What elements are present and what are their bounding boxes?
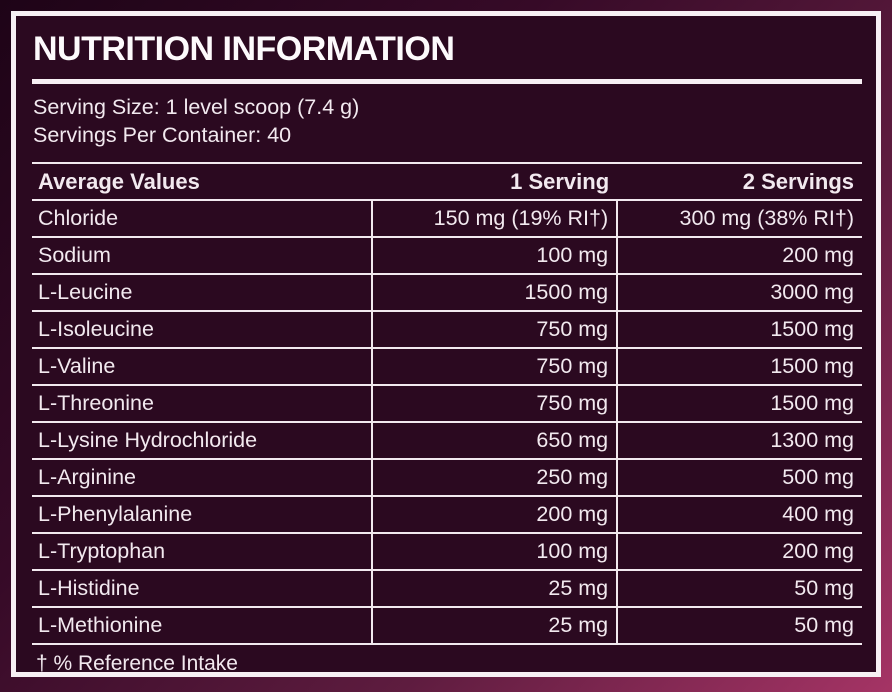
serving-1-value: 25 mg — [371, 570, 618, 608]
servings-per-container-text: Servings Per Container: 40 — [33, 122, 292, 147]
nutrient-name: L-Arginine — [32, 459, 373, 497]
serving-2-value: 400 mg — [616, 496, 862, 534]
table-row: Chloride 150 mg (19% RI†) 300 mg (38% RI… — [32, 200, 862, 238]
serving-2-value: 1300 mg — [616, 422, 862, 460]
serving-2-value: 200 mg — [616, 237, 862, 275]
nutrient-name: L-Phenylalanine — [32, 496, 373, 534]
serving-1-value: 25 mg — [371, 607, 618, 645]
table-row: L-Methionine 25 mg 50 mg — [32, 607, 862, 645]
serving-1-value: 100 mg — [371, 533, 618, 571]
title-divider — [32, 79, 862, 84]
reference-intake-footnote: † % Reference Intake — [36, 652, 238, 675]
nutrient-name: Chloride — [32, 200, 373, 238]
column-header-1-serving: 1 Serving — [372, 162, 618, 201]
serving-2-value: 200 mg — [616, 533, 862, 571]
column-header-average-values: Average Values — [32, 162, 373, 201]
serving-2-value: 50 mg — [616, 607, 862, 645]
serving-1-value: 100 mg — [371, 237, 618, 275]
serving-2-value: 300 mg (38% RI†) — [616, 200, 862, 238]
serving-1-value: 250 mg — [371, 459, 618, 497]
nutrition-table: Average Values 1 Serving 2 Servings Chlo… — [32, 162, 862, 645]
table-header-row: Average Values 1 Serving 2 Servings — [32, 162, 862, 201]
table-row: Sodium 100 mg 200 mg — [32, 237, 862, 275]
serving-2-value: 1500 mg — [616, 311, 862, 349]
serving-1-value: 750 mg — [371, 311, 618, 349]
serving-2-value: 50 mg — [616, 570, 862, 608]
serving-1-value: 750 mg — [371, 385, 618, 423]
nutrient-name: L-Isoleucine — [32, 311, 373, 349]
serving-size-text: Serving Size: 1 level scoop (7.4 g) — [33, 95, 360, 119]
table-row: L-Tryptophan 100 mg 200 mg — [32, 533, 862, 571]
serving-1-value: 1500 mg — [371, 274, 618, 312]
nutrient-name: L-Histidine — [32, 570, 373, 608]
table-row: L-Leucine 1500 mg 3000 mg — [32, 274, 862, 312]
nutrient-name: L-Tryptophan — [32, 533, 373, 571]
nutrient-name: Sodium — [32, 237, 373, 275]
serving-1-value: 150 mg (19% RI†) — [371, 200, 618, 238]
serving-2-value: 500 mg — [616, 459, 862, 497]
table-row: L-Threonine 750 mg 1500 mg — [32, 385, 862, 423]
nutrient-name: L-Threonine — [32, 385, 373, 423]
table-row: L-Arginine 250 mg 500 mg — [32, 459, 862, 497]
column-header-2-servings: 2 Servings — [617, 162, 862, 201]
nutrient-name: L-Leucine — [32, 274, 373, 312]
table-row: L-Phenylalanine 200 mg 400 mg — [32, 496, 862, 534]
nutrient-name: L-Methionine — [32, 607, 373, 645]
serving-2-value: 1500 mg — [616, 348, 862, 386]
table-row: L-Valine 750 mg 1500 mg — [32, 348, 862, 386]
table-row: L-Isoleucine 750 mg 1500 mg — [32, 311, 862, 349]
nutrition-panel: NUTRITION INFORMATION Serving Size: 1 le… — [11, 11, 881, 677]
nutrient-name: L-Valine — [32, 348, 373, 386]
serving-1-value: 200 mg — [371, 496, 618, 534]
table-row: L-Histidine 25 mg 50 mg — [32, 570, 862, 608]
serving-2-value: 1500 mg — [616, 385, 862, 423]
serving-2-value: 3000 mg — [616, 274, 862, 312]
nutrient-name: L-Lysine Hydrochloride — [32, 422, 373, 460]
page-title: NUTRITION INFORMATION — [33, 30, 455, 68]
serving-1-value: 650 mg — [371, 422, 618, 460]
serving-1-value: 750 mg — [371, 348, 618, 386]
table-row: L-Lysine Hydrochloride 650 mg 1300 mg — [32, 422, 862, 460]
